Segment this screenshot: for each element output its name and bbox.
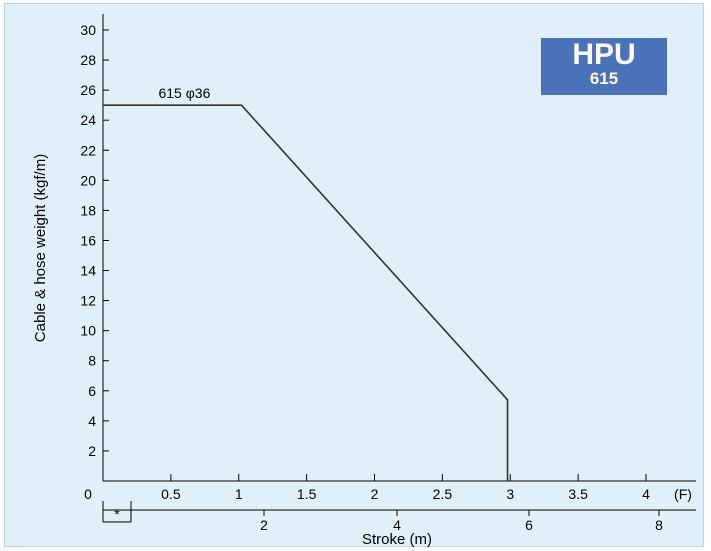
y-axis-title: Cable & hose weight (kgf/m) [32,154,49,342]
series-line [103,104,509,481]
x-tick-label: 1 [235,486,243,502]
y-tick-label: 26 [80,82,96,98]
y-tick-label: 30 [80,22,96,38]
x-axis-title: Stroke (m) [362,531,432,548]
x-unit-label: (F) [674,486,692,502]
y-tick-label: 18 [80,202,96,218]
secondary-tick-label: 8 [655,517,663,533]
secondary-tick-label: 4 [393,517,401,533]
y-tick-label: 10 [80,323,96,339]
series-group: 615 φ36 [103,85,509,481]
model-badge: HPU 615 [541,38,667,95]
y-tick-label: 12 [80,293,96,309]
y-tick-label: 4 [88,413,96,429]
y-tick-label: 6 [88,383,96,399]
y-tick-label: 16 [80,232,96,248]
series-label: 615 φ36 [158,85,210,101]
x-ticks: 0.5 1 1.5 2 2.5 3 3.5 4 [161,474,650,502]
y-tick-label: 28 [80,52,96,68]
x-tick-label: 3 [506,486,514,502]
x-tick-label: 4 [642,486,650,502]
secondary-ticks: 2 4 6 8 [102,501,663,533]
y-tick-label: 22 [80,142,96,158]
secondary-axis-note: * [114,506,120,522]
y-tick-label: 20 [80,172,96,188]
y-tick-label: 2 [88,443,96,459]
secondary-tick-label: 2 [260,517,268,533]
badge-title: HPU [572,38,636,71]
x-tick-label: 3.5 [568,486,588,502]
y-tick-label: 8 [88,353,96,369]
x-tick-label: 1.5 [297,486,317,502]
badge-model: 615 [589,69,619,88]
x-tick-label: 2.5 [433,486,453,502]
axes [102,14,696,511]
y-tick-label: 14 [80,263,96,279]
x-tick-label: 2 [371,486,379,502]
secondary-tick-label: 6 [525,517,533,533]
origin-label: 0 [84,486,92,502]
x-tick-label: 0.5 [161,486,181,502]
y-tick-label: 24 [80,112,96,128]
